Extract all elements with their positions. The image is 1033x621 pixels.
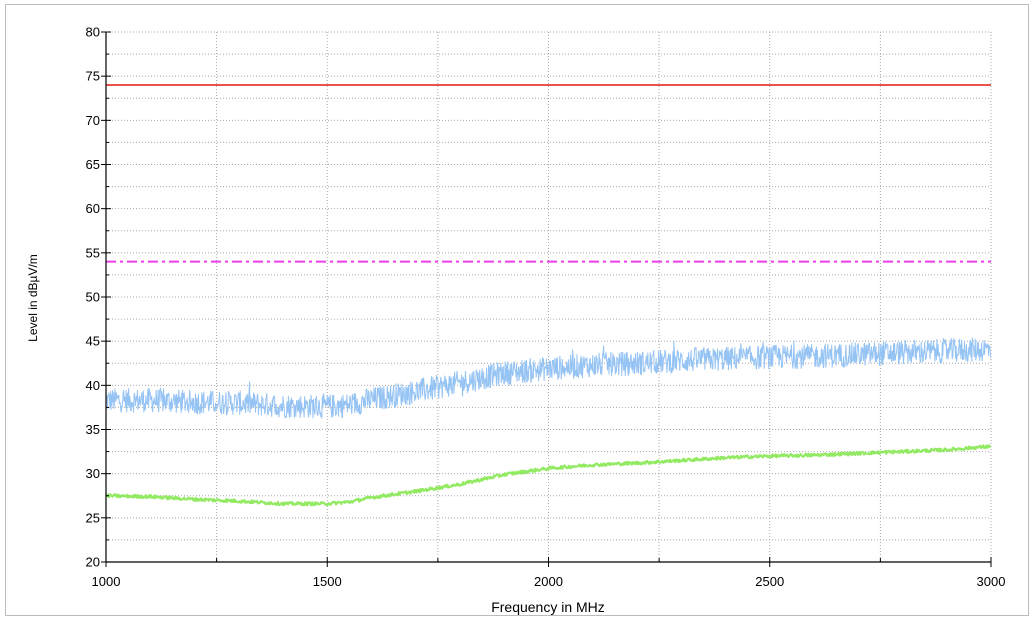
y-axis-title: Level in dBµV/m bbox=[26, 254, 40, 342]
y-tick-label: 80 bbox=[86, 25, 100, 40]
x-tick-label: 1500 bbox=[313, 574, 342, 589]
y-tick-label: 25 bbox=[86, 510, 100, 525]
series-3-line bbox=[106, 444, 991, 507]
grid-lines bbox=[106, 31, 992, 562]
series-layer bbox=[106, 84, 991, 507]
y-tick-label: 50 bbox=[86, 290, 100, 305]
y-tick-label: 45 bbox=[86, 334, 100, 349]
y-tick-label: 30 bbox=[86, 466, 100, 481]
series-2-line bbox=[106, 337, 991, 419]
y-tick-label: 20 bbox=[86, 555, 100, 570]
x-tick-label: 3000 bbox=[977, 574, 1006, 589]
y-tick-label: 55 bbox=[86, 245, 100, 260]
x-tick-label: 1000 bbox=[92, 574, 121, 589]
y-tick-label: 75 bbox=[86, 69, 100, 84]
y-tick-label: 70 bbox=[86, 113, 100, 128]
y-tick-label: 35 bbox=[86, 422, 100, 437]
y-tick-label: 65 bbox=[86, 157, 100, 172]
chart-frame bbox=[5, 4, 1029, 616]
tick-labels: 20 25 30 35 40 45 50 55 60 65 70 75 80 1000 1500 2000 25… bbox=[86, 25, 1006, 590]
x-tick-label: 2000 bbox=[534, 574, 563, 589]
x-axis-title: Frequency in MHz bbox=[491, 599, 605, 615]
y-tick-label: 40 bbox=[86, 378, 100, 393]
y-tick-label: 60 bbox=[86, 201, 100, 216]
x-tick-label: 2500 bbox=[755, 574, 784, 589]
axes bbox=[101, 31, 992, 567]
